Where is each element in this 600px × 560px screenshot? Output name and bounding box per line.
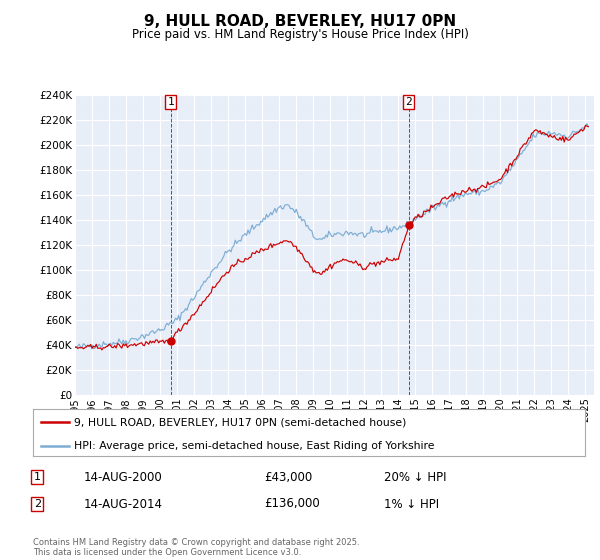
Text: 14-AUG-2000: 14-AUG-2000 (84, 470, 163, 484)
Text: £136,000: £136,000 (264, 497, 320, 511)
Text: 9, HULL ROAD, BEVERLEY, HU17 0PN: 9, HULL ROAD, BEVERLEY, HU17 0PN (144, 14, 456, 29)
Text: Price paid vs. HM Land Registry's House Price Index (HPI): Price paid vs. HM Land Registry's House … (131, 28, 469, 41)
Text: 1: 1 (167, 97, 174, 107)
Text: Contains HM Land Registry data © Crown copyright and database right 2025.
This d: Contains HM Land Registry data © Crown c… (33, 538, 359, 557)
Text: 1: 1 (34, 472, 41, 482)
Text: 2: 2 (406, 97, 412, 107)
Text: 20% ↓ HPI: 20% ↓ HPI (384, 470, 446, 484)
Text: 1% ↓ HPI: 1% ↓ HPI (384, 497, 439, 511)
Text: £43,000: £43,000 (264, 470, 312, 484)
Text: 9, HULL ROAD, BEVERLEY, HU17 0PN (semi-detached house): 9, HULL ROAD, BEVERLEY, HU17 0PN (semi-d… (74, 417, 407, 427)
Text: 2: 2 (34, 499, 41, 509)
Text: HPI: Average price, semi-detached house, East Riding of Yorkshire: HPI: Average price, semi-detached house,… (74, 441, 435, 451)
Text: 14-AUG-2014: 14-AUG-2014 (84, 497, 163, 511)
